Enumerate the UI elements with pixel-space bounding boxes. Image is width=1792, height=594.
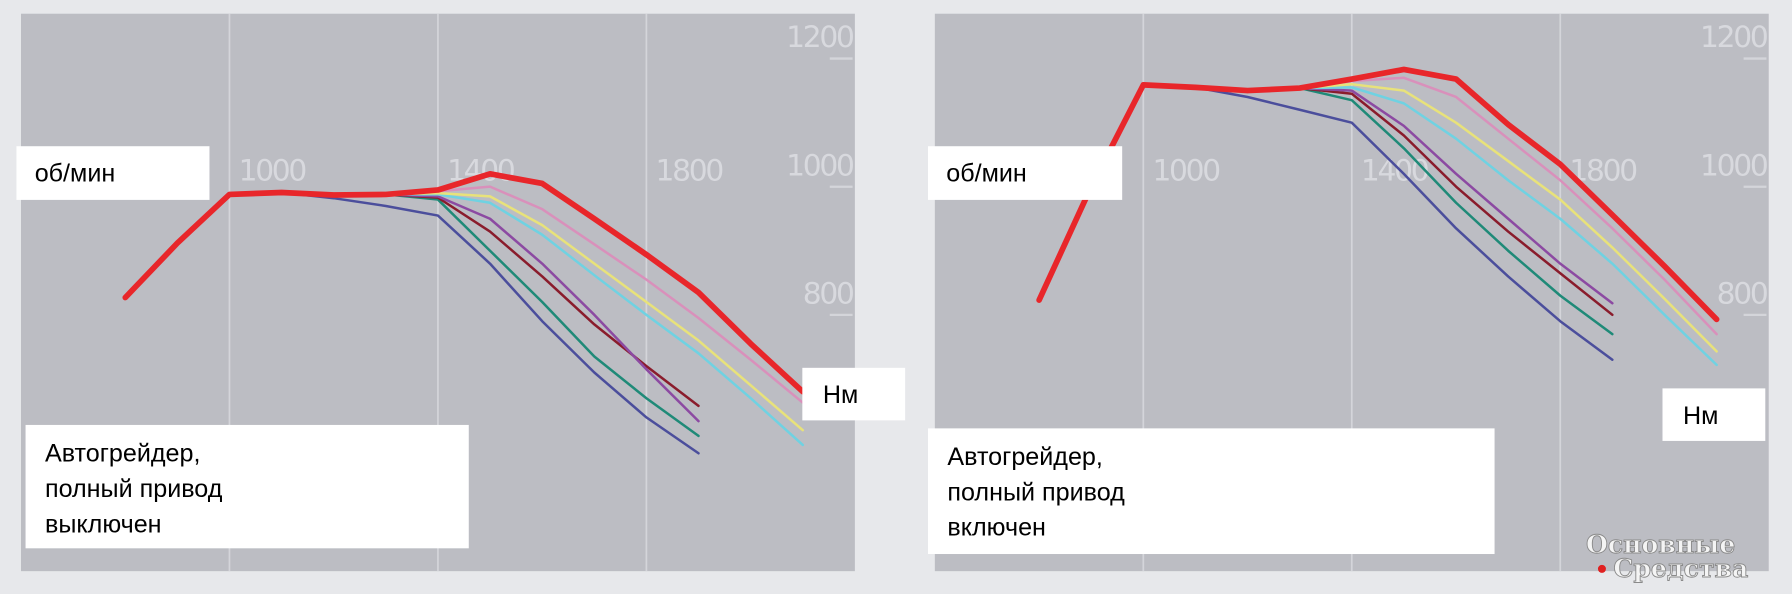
label-box	[1662, 388, 1766, 441]
x-axis-label: об/мин	[946, 160, 1027, 188]
annotation-line: полный привод	[45, 475, 223, 503]
annotation-line: Автогрейдер,	[45, 439, 201, 467]
label-box	[16, 146, 210, 200]
annotation-line: Автогрейдер,	[947, 443, 1102, 471]
label-box	[927, 146, 1123, 200]
y-tick-label: 800	[803, 276, 853, 311]
watermark: Основные Средства	[1585, 528, 1748, 583]
y-tick-label: 1000	[1700, 148, 1767, 183]
chart: 1000 1400 180080010001200об/минНмАвтогрейд…	[927, 13, 1769, 572]
y-axis-label: Нм	[1683, 402, 1718, 430]
annotation-box	[927, 428, 1495, 555]
x-axis-label: об/мин	[35, 160, 116, 188]
chart: 1000 1400 180080010001200об/минНмАвтогрейд…	[16, 13, 906, 572]
charts: 1000 1400 1800 800 1000 1200 об/мин Нм Автогрейд…	[16, 13, 1769, 572]
series-line	[122, 171, 806, 395]
x-tick-label: 1000	[1152, 153, 1219, 188]
y-tick-label: 1000	[786, 148, 853, 183]
annotation-line: выключен	[45, 510, 162, 538]
y-tick-label: 1200	[1700, 20, 1767, 55]
annotation-line: полный привод	[947, 478, 1125, 506]
x-tick-label: 1400	[1361, 153, 1428, 188]
y-tick-label: 800	[1717, 276, 1767, 311]
watermark-line: Основные	[1586, 529, 1735, 559]
x-tick-label: 1000	[239, 153, 306, 188]
y-axis-label: Нм	[823, 381, 858, 409]
watermark-line: Средства	[1613, 553, 1748, 583]
watermark-dot	[1597, 564, 1606, 573]
series-line	[1036, 66, 1720, 323]
label-box	[802, 367, 906, 421]
annotation-box	[25, 424, 469, 549]
y-tick-label: 1200	[786, 20, 853, 55]
annotation-line: включен	[947, 514, 1046, 542]
x-tick-label: 1800	[656, 153, 723, 188]
